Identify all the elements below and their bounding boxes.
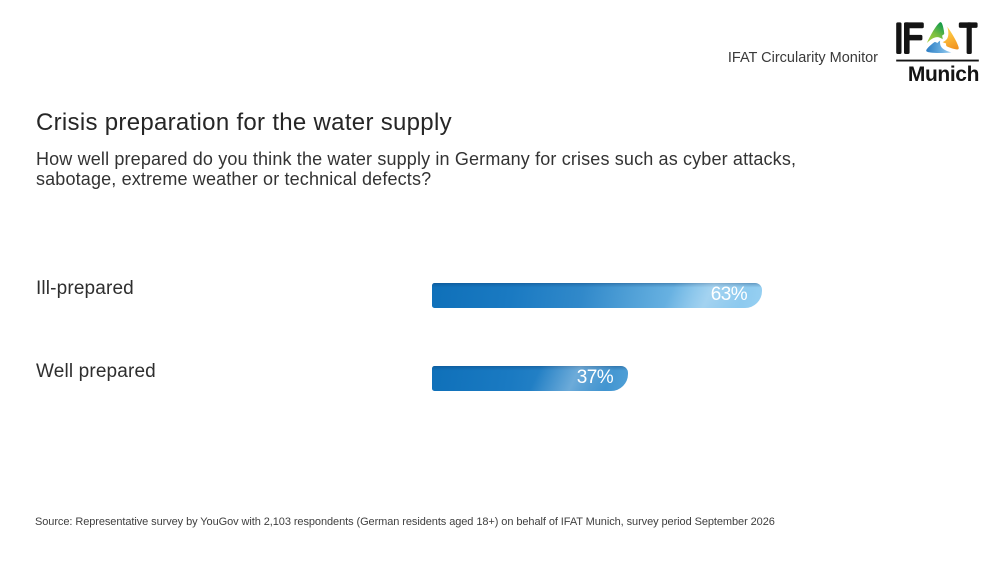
svg-text:Munich: Munich [908,63,979,86]
